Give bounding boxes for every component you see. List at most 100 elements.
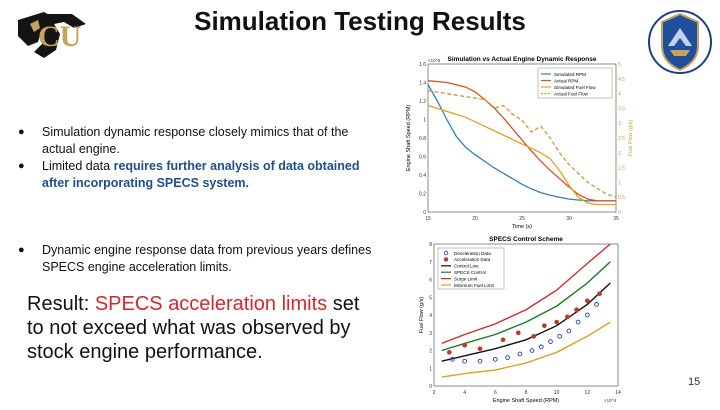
y-axis-label: Fuel Flow (g/s) [419, 297, 425, 334]
y2-tick-label: 5 [618, 62, 621, 68]
bullet-marker: ● [18, 160, 25, 172]
y-tick-label: 1 [423, 118, 426, 124]
data-point [548, 339, 553, 344]
bullet-marker: ● [18, 244, 25, 256]
data-point [517, 351, 523, 357]
specs-control-chart: SPECS Control Scheme 2 4 6 8 10 12 14 0 1 2 3 4 5 6 7 8 ×… [418, 232, 624, 405]
data-point [446, 349, 452, 355]
legend-label: SPECS Control [454, 270, 486, 275]
y-tick-label: 0.2 [419, 192, 426, 198]
data-point [529, 348, 535, 353]
y2-tick-label: 3 [618, 121, 621, 127]
x-tick-label: 8 [525, 390, 528, 396]
y-tick-label: 1.4 [419, 81, 426, 87]
result-colon: : [83, 293, 95, 315]
x-tick-label: 35 [613, 216, 619, 222]
legend-box [437, 247, 505, 290]
y-exponent-label: ×10^5 [428, 58, 441, 63]
chart-title: Simulation vs Actual Engine Dynamic Resp… [448, 56, 597, 63]
y2-tick-label: 4 [618, 92, 621, 98]
result-label: Result [27, 293, 84, 315]
y2-tick-label: 0.5 [618, 195, 625, 201]
chart-title: SPECS Control Scheme [489, 236, 563, 243]
legend-swatch [443, 257, 449, 262]
result-rest: set to not exceed what was observed by s… [27, 293, 360, 363]
legend-label: Deceleration Data [454, 251, 491, 256]
data-point [531, 333, 537, 339]
bullet-text: Simulation dynamic response closely mimi… [42, 125, 349, 156]
y2-axis-label: Fuel Flow (g/s) [628, 120, 634, 157]
series-line [427, 104, 616, 206]
bullet-text: Limited data [42, 159, 114, 173]
x-axis-label: Time (s) [512, 224, 532, 230]
air-force-emblem [646, 6, 714, 76]
page-number: 15 [688, 376, 701, 388]
bullet-highlight: requires further analysis of data obtain… [42, 159, 360, 190]
data-point [594, 302, 599, 307]
x-tick-label: 14 [615, 390, 621, 396]
data-point [500, 337, 506, 343]
result-statement: Result: SPECS acceleration limits set to… [27, 292, 377, 364]
data-point [462, 358, 468, 364]
data-point [515, 330, 521, 336]
x-tick-label: 6 [494, 390, 497, 396]
data-point [492, 357, 498, 362]
cu-logo: CU [8, 6, 94, 68]
series-line [441, 282, 611, 362]
bullet-item: ● Limited data requires further analysis… [18, 158, 378, 192]
x-tick-label: 30 [566, 216, 572, 222]
y-tick-label: 7 [429, 260, 432, 266]
data-point [505, 355, 510, 360]
y-tick-label: 0 [423, 210, 426, 216]
bullet-marker: ● [18, 126, 25, 138]
y-tick-label: 3 [429, 331, 432, 337]
data-point [584, 298, 590, 304]
series-line [427, 80, 616, 202]
data-point [462, 342, 468, 348]
y2-tick-label: 3.5 [618, 106, 625, 112]
data-point [566, 328, 572, 334]
bullet-text: Dynamic engine response data from previo… [42, 243, 372, 274]
result-highlight: SPECS acceleration limits [94, 293, 328, 315]
y-tick-label: 0.6 [419, 155, 426, 161]
x-tick-label: 10 [554, 390, 560, 396]
y-tick-label: 8 [429, 242, 432, 248]
legend-box [537, 67, 613, 99]
data-point [565, 314, 570, 320]
x-tick-label: 12 [585, 390, 591, 396]
data-point [554, 319, 560, 325]
legend-label: Control Line [454, 264, 479, 269]
series-line [427, 89, 617, 198]
y-tick-label: 0.4 [419, 173, 426, 179]
y2-tick-label: 1.5 [618, 166, 625, 172]
y-axis-label: Engine Shaft Speed (RPM) [406, 105, 412, 172]
x-tick-label: 15 [425, 216, 431, 222]
y2-tick-label: 1 [618, 180, 621, 186]
series-line [441, 243, 611, 345]
y-tick-label: 1.2 [419, 99, 426, 105]
y2-tick-label: 2 [618, 151, 621, 157]
y2-tick-label: 4.5 [618, 77, 625, 83]
y-tick-label: 5 [429, 295, 432, 301]
x-tick-label: 4 [463, 390, 466, 396]
data-point [450, 357, 455, 362]
data-point [557, 333, 563, 339]
data-point [538, 344, 544, 350]
data-point [477, 346, 483, 352]
y-tick-label: 6 [429, 278, 432, 284]
svg-text:CU: CU [38, 20, 81, 53]
bullet-item: ● Dynamic engine response data from prev… [18, 242, 378, 276]
x-tick-label: 2 [433, 390, 436, 396]
legend-label: Minimum Fuel Limit [454, 283, 495, 288]
legend-label: Simulated RPM [554, 72, 586, 77]
y2-tick-label: 2.5 [618, 136, 625, 142]
x-tick-label: 25 [519, 216, 525, 222]
x-axis-label: Engine Shaft Speed (RPM) [493, 398, 560, 404]
data-point [574, 307, 579, 313]
x-exponent-label: ×10^4 [604, 398, 617, 403]
y-tick-label: 2 [429, 349, 432, 355]
legend-label: Actual Fuel Flow [554, 91, 589, 96]
data-point [597, 291, 602, 297]
legend-label: Actual RPM [554, 78, 578, 83]
data-point [542, 323, 547, 329]
